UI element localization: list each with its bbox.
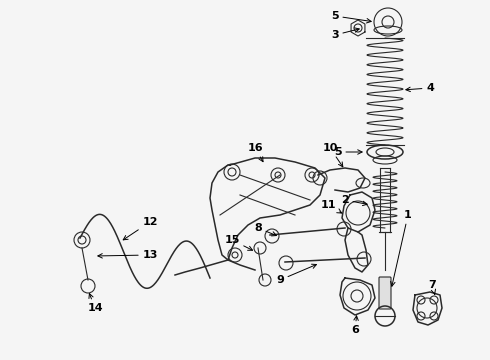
- Text: 3: 3: [331, 28, 359, 40]
- Text: 1: 1: [391, 210, 412, 286]
- Text: 10: 10: [322, 143, 343, 167]
- Text: 12: 12: [123, 217, 158, 240]
- Text: 5: 5: [334, 147, 362, 157]
- Text: 9: 9: [276, 264, 317, 285]
- Text: 15: 15: [224, 235, 252, 250]
- Text: 5: 5: [331, 11, 371, 23]
- Text: 11: 11: [320, 200, 342, 213]
- Text: 8: 8: [254, 223, 276, 236]
- Text: 7: 7: [428, 280, 436, 294]
- Text: 13: 13: [98, 250, 158, 260]
- Text: 2: 2: [341, 195, 367, 206]
- Text: 6: 6: [351, 316, 359, 335]
- Text: 16: 16: [247, 143, 263, 162]
- FancyBboxPatch shape: [379, 277, 391, 309]
- Text: 4: 4: [406, 83, 434, 93]
- Text: 14: 14: [87, 294, 103, 313]
